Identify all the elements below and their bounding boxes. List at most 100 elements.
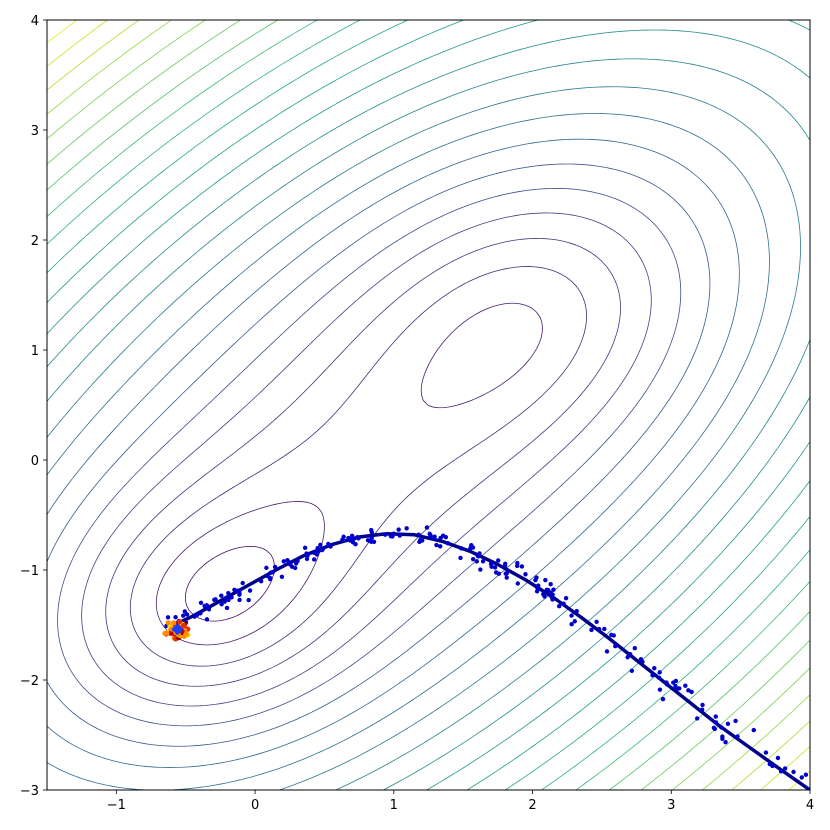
- sample-point: [247, 588, 253, 593]
- sample-point: [318, 542, 323, 548]
- sample-point: [625, 655, 630, 660]
- sample-point: [418, 537, 423, 543]
- sample-point: [574, 608, 579, 614]
- sample-point: [589, 627, 594, 633]
- cluster-point: [180, 623, 186, 629]
- y-tick-label: 3: [31, 124, 39, 139]
- sample-point: [719, 725, 724, 730]
- sample-point: [673, 678, 679, 684]
- sample-point: [569, 621, 574, 627]
- y-tick-label: −3: [20, 784, 39, 799]
- sample-point: [803, 772, 809, 777]
- sample-point: [543, 577, 548, 583]
- sample-point: [782, 766, 788, 771]
- sample-point: [611, 633, 616, 638]
- sample-point: [778, 769, 784, 774]
- sample-point: [474, 559, 479, 564]
- sample-point: [594, 619, 599, 624]
- sample-point: [656, 675, 662, 680]
- cluster-point: [177, 618, 183, 625]
- sample-point: [475, 553, 481, 559]
- sample-point: [404, 526, 409, 531]
- sample-point: [341, 534, 346, 539]
- sample-point: [424, 525, 430, 530]
- contour-line: [47, 20, 810, 790]
- sample-point: [219, 593, 224, 598]
- sample-point: [480, 559, 486, 564]
- sample-point: [700, 702, 705, 708]
- sample-point: [712, 726, 717, 732]
- sample-point: [198, 600, 204, 606]
- sample-point: [355, 534, 360, 540]
- sample-point: [515, 581, 520, 586]
- sample-point: [713, 714, 718, 719]
- contour-line: [47, 29, 810, 790]
- sample-point: [561, 601, 566, 606]
- sample-point: [660, 696, 666, 702]
- sample-point: [246, 597, 251, 603]
- sample-point: [182, 609, 187, 614]
- sample-point: [226, 590, 231, 596]
- sample-point: [237, 588, 242, 594]
- sample-point: [428, 533, 433, 538]
- sample-point: [572, 619, 577, 624]
- sample-point: [281, 559, 286, 564]
- sample-point: [445, 540, 451, 546]
- sample-point: [478, 567, 483, 572]
- sample-point: [181, 613, 186, 618]
- sample-point: [397, 533, 402, 538]
- sample-point: [723, 739, 728, 745]
- sample-point: [725, 721, 731, 726]
- cluster-point: [165, 620, 171, 626]
- sample-point: [326, 541, 331, 547]
- sample-point: [311, 557, 317, 562]
- sample-point: [504, 575, 509, 580]
- sample-point: [536, 583, 541, 588]
- sample-point: [519, 564, 525, 569]
- sample-point: [686, 688, 691, 693]
- contour-line: [47, 20, 810, 790]
- sample-point: [563, 595, 569, 601]
- sample-point: [264, 565, 269, 571]
- sample-point: [775, 755, 781, 761]
- sample-point: [365, 538, 371, 543]
- sample-point: [751, 727, 756, 733]
- sample-point: [371, 539, 377, 545]
- sample-point: [534, 589, 540, 594]
- sample-point: [664, 680, 669, 685]
- sample-point: [596, 626, 602, 632]
- contour-line: [105, 238, 621, 687]
- sample-point: [496, 558, 501, 563]
- sample-point: [459, 546, 464, 551]
- sample-point: [348, 538, 353, 543]
- sample-point: [237, 597, 242, 603]
- sample-point: [470, 545, 476, 550]
- sample-point: [369, 535, 374, 541]
- x-tick-label: 2: [528, 798, 536, 813]
- sample-point: [699, 707, 705, 712]
- y-tick-label: 4: [31, 14, 39, 29]
- sample-point: [674, 686, 680, 691]
- sample-point: [632, 645, 638, 651]
- x-axis-ticks: −1 0 1 2 3 4: [107, 790, 814, 813]
- sample-point: [416, 532, 421, 537]
- sample-point: [272, 564, 278, 570]
- sample-point: [652, 666, 657, 671]
- contour-line: [47, 138, 740, 768]
- sample-point: [770, 763, 775, 769]
- x-tick-label: −1: [107, 798, 126, 813]
- sample-point: [258, 578, 264, 584]
- sample-point: [165, 615, 171, 620]
- contour-line: [57, 188, 682, 727]
- contour-line: [155, 302, 543, 646]
- sample-point: [629, 668, 635, 674]
- sample-point: [542, 594, 547, 599]
- sample-point: [640, 659, 645, 665]
- sample-point: [569, 613, 574, 618]
- sample-point: [440, 533, 446, 538]
- sample-point: [213, 597, 218, 602]
- y-axis-ticks: −3 −2 −1 0 1 2 3 4: [20, 14, 47, 799]
- cluster-point: [183, 631, 189, 637]
- sample-point: [224, 605, 230, 611]
